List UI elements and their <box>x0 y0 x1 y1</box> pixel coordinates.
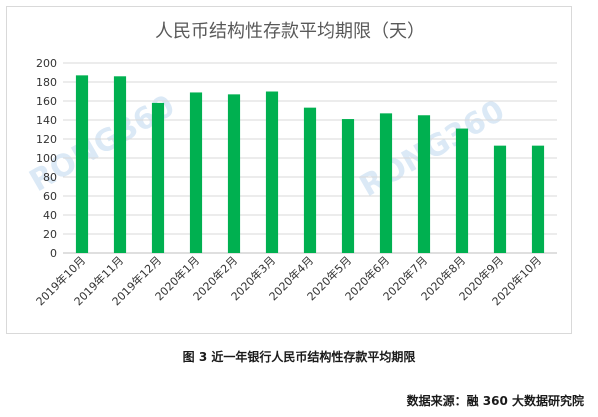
bar <box>151 102 165 254</box>
bar <box>417 115 431 253</box>
y-tick-label: 160 <box>36 95 57 108</box>
y-tick-label: 100 <box>36 152 57 165</box>
bar <box>341 119 355 253</box>
bars <box>75 75 545 254</box>
y-tick-label: 120 <box>36 133 57 146</box>
y-tick-label: 60 <box>43 190 57 203</box>
y-tick-label: 20 <box>43 228 57 241</box>
y-axis-ticks: 0 20 40 60 80 100 120 140 160 180 200 <box>36 57 57 260</box>
y-tick-label: 80 <box>43 171 57 184</box>
y-tick-label: 140 <box>36 114 57 127</box>
y-tick-label: 0 <box>50 247 57 260</box>
bar <box>303 107 317 254</box>
bar-chart: 人民币结构性存款平均期限（天） RONG360 RONG360 020406080… <box>24 21 557 308</box>
chart-title: 人民币结构性存款平均期限（天） <box>155 21 425 42</box>
bar <box>493 145 507 253</box>
chart-frame: 人民币结构性存款平均期限（天） RONG360 RONG360 0 20 40 60 80… <box>6 6 572 334</box>
bar <box>75 75 89 253</box>
bar <box>531 145 545 253</box>
bar <box>227 94 241 253</box>
figure-caption: 图 3 近一年银行人民币结构性存款平均期限 <box>182 350 416 364</box>
bar <box>113 76 127 253</box>
y-tick-label: 40 <box>43 209 57 222</box>
bar <box>379 113 393 253</box>
source-note: 数据来源：融 360 大数据研究院 <box>406 394 584 408</box>
y-tick-label: 200 <box>36 57 57 70</box>
bar <box>265 91 279 253</box>
x-axis-labels: 2019年10月2019年11月2019年12月2020年1月2020年2月20… <box>33 253 544 308</box>
y-tick-label: 180 <box>36 76 57 89</box>
bar <box>189 92 203 253</box>
bar <box>455 128 469 253</box>
watermark-text: RONG360 <box>354 93 511 204</box>
